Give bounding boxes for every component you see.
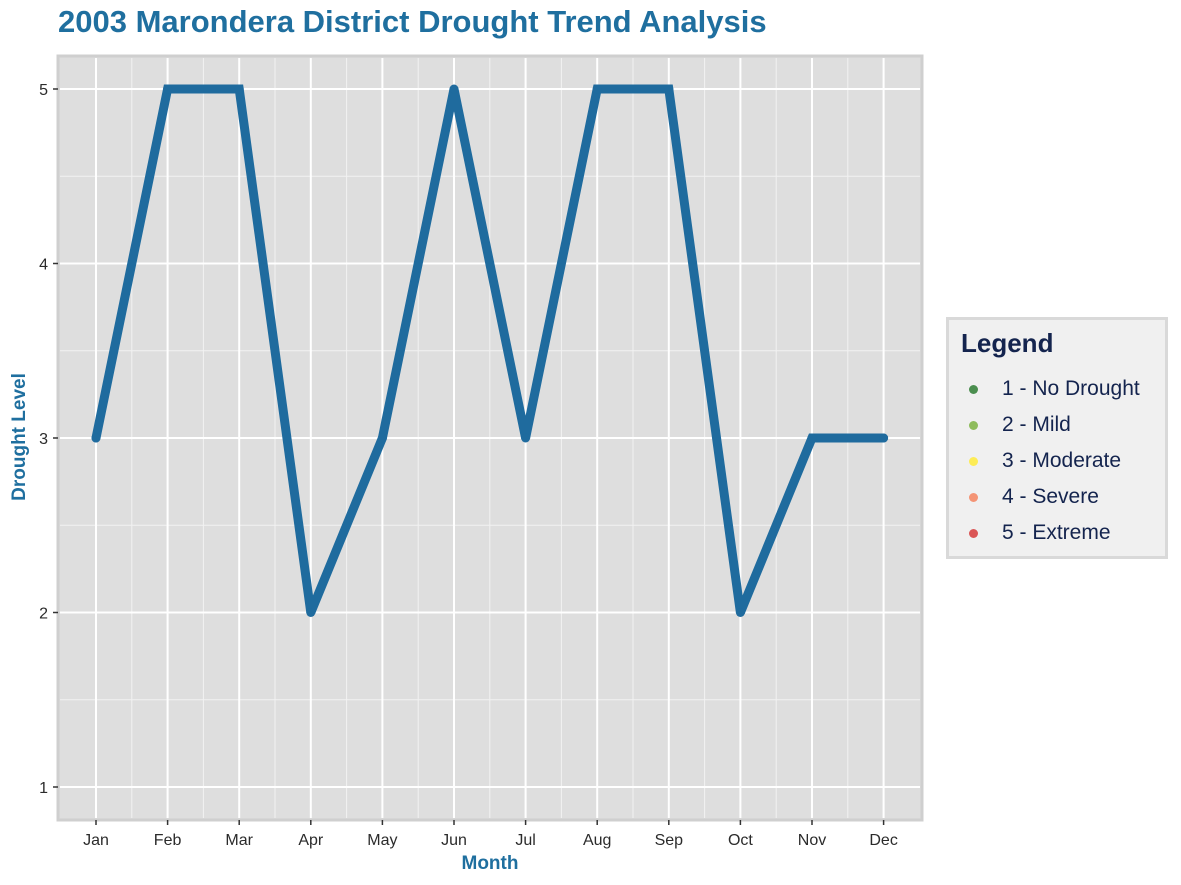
legend-item: 1 - No Drought <box>969 374 1140 404</box>
y-axis-label: Drought Level <box>9 373 30 501</box>
x-axis-label: Month <box>462 853 519 874</box>
x-tick-label: Nov <box>798 832 826 849</box>
x-tick-label: Aug <box>583 832 611 849</box>
y-tick-label: 5 <box>39 82 48 99</box>
data-point <box>306 608 316 617</box>
y-tick-label: 1 <box>39 780 48 797</box>
x-tick-label: Jul <box>515 832 535 849</box>
x-tick-label: Sep <box>655 832 684 849</box>
legend-item: 5 - Extreme <box>969 518 1111 548</box>
y-tick-label: 3 <box>39 431 48 448</box>
data-point <box>377 433 387 443</box>
chart-title: 2003 Marondera District Drought Trend An… <box>58 4 767 39</box>
legend-label: 4 - Severe <box>1002 485 1099 508</box>
x-tick-label: Oct <box>728 832 753 849</box>
data-point <box>879 433 889 443</box>
series-line <box>91 84 889 615</box>
x-tick-label: Mar <box>225 832 253 849</box>
data-point <box>91 433 101 443</box>
legend-label: 5 - Extreme <box>1002 521 1111 544</box>
data-point <box>664 84 674 94</box>
y-tick-label: 2 <box>39 606 48 623</box>
data-point <box>163 84 173 94</box>
data-point <box>735 608 745 617</box>
legend-dot-icon <box>969 384 978 394</box>
legend-dot-icon <box>969 456 978 466</box>
legend-dot-icon <box>969 492 978 502</box>
x-tick-label: Jan <box>83 832 109 849</box>
y-tick-label: 4 <box>39 257 48 274</box>
data-point <box>449 84 459 94</box>
x-tick-label: Dec <box>869 832 897 849</box>
legend-label: 1 - No Drought <box>1002 377 1140 400</box>
data-point <box>234 84 244 94</box>
legend-label: 2 - Mild <box>1002 413 1071 436</box>
x-tick-label: Feb <box>154 832 182 849</box>
legend-label: 3 - Moderate <box>1002 449 1122 472</box>
data-point <box>521 433 531 443</box>
legend-dot-icon <box>969 420 978 430</box>
data-point <box>807 433 817 443</box>
x-tick-label: May <box>367 832 397 849</box>
legend-title: Legend <box>961 328 1054 358</box>
legend-item: 3 - Moderate <box>969 446 1121 476</box>
x-tick-label: Jun <box>441 832 467 849</box>
legend-dot-icon <box>969 528 978 538</box>
legend-item: 2 - Mild <box>969 410 1071 440</box>
data-point <box>592 84 602 94</box>
legend: Legend 1 - No Drought 2 - Mild 3 - Moder… <box>946 317 1168 559</box>
legend-item: 4 - Severe <box>969 482 1099 512</box>
x-tick-label: Apr <box>298 832 324 849</box>
